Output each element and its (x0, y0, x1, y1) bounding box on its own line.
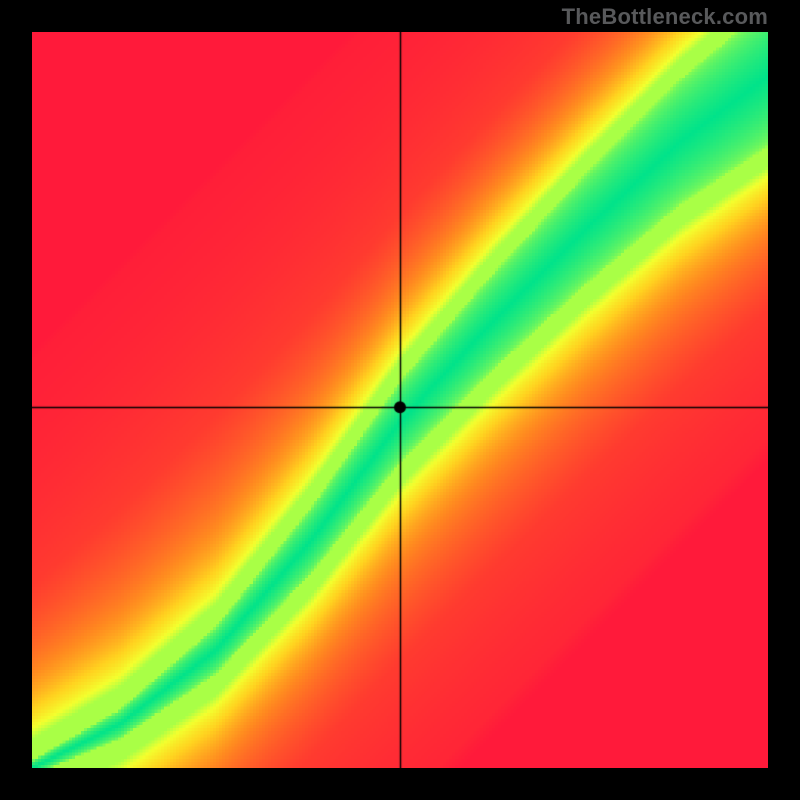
watermark-text: TheBottleneck.com (562, 4, 768, 30)
crosshair-overlay (32, 32, 768, 768)
chart-container: TheBottleneck.com (0, 0, 800, 800)
